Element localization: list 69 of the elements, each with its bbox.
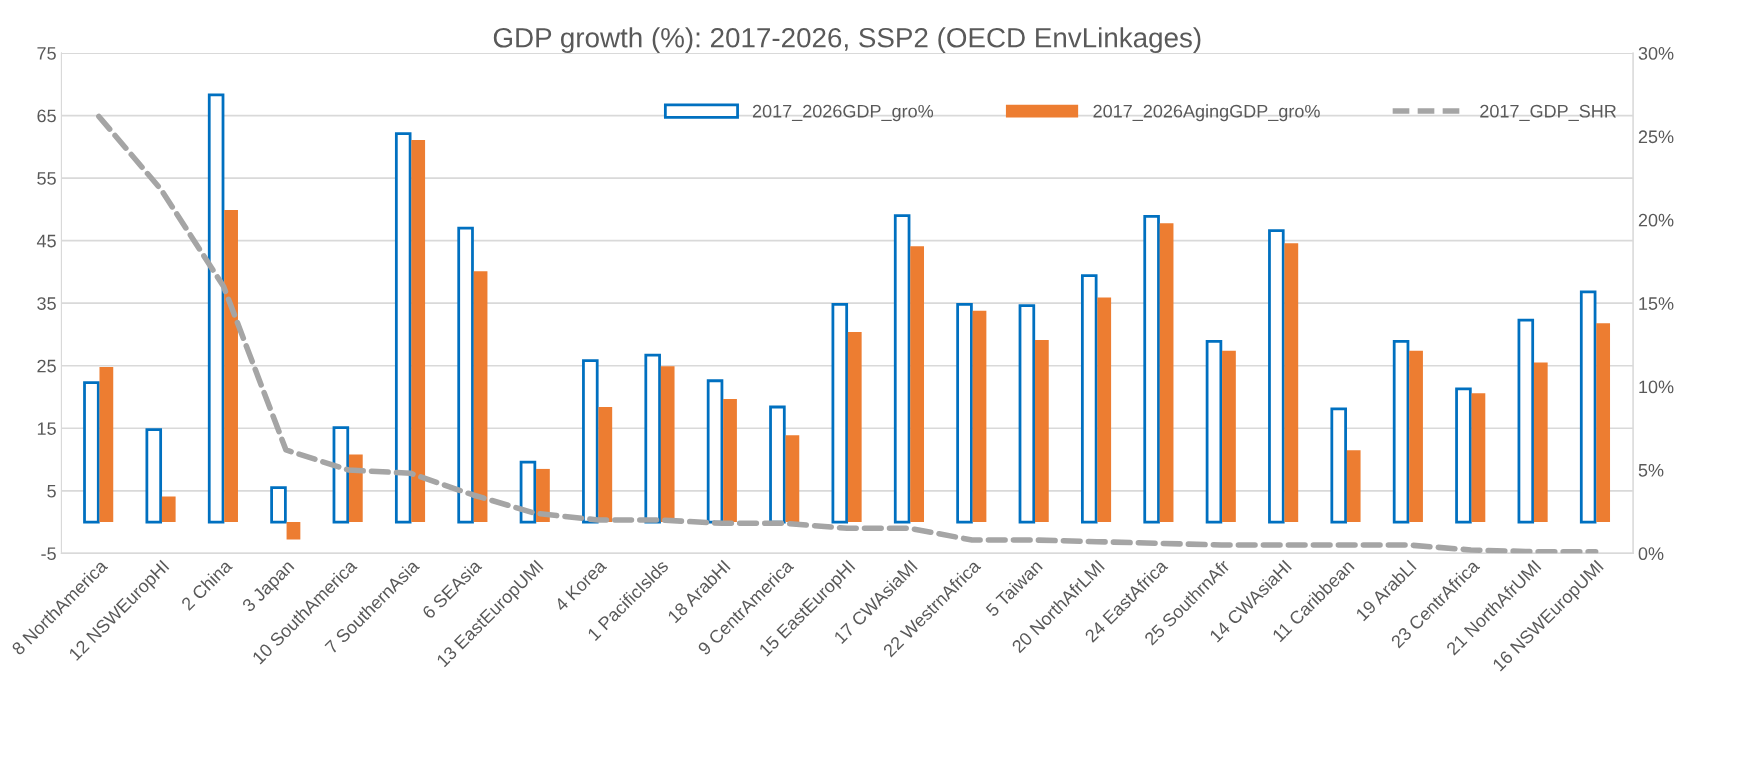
bar <box>1533 362 1548 523</box>
bar <box>1268 229 1285 524</box>
bar <box>1392 339 1410 524</box>
bar <box>286 522 301 540</box>
bar <box>956 303 973 524</box>
bar <box>1018 304 1036 524</box>
bar <box>1205 339 1223 524</box>
bar <box>1097 297 1112 523</box>
y-tick-label: 55 <box>37 172 56 185</box>
y2-tick-label: 25% <box>1638 130 1674 144</box>
bar <box>1284 243 1299 523</box>
bar <box>1330 407 1347 524</box>
y-tick-label: 65 <box>37 109 56 123</box>
bar <box>598 407 613 523</box>
y2-tick-label: 5% <box>1638 463 1664 477</box>
y-tick-label: 75 <box>37 47 56 60</box>
bar <box>1034 340 1049 523</box>
chart-title: GDP growth (%): 2017-2026, SSP2 (OECD EnvLinkages) <box>493 27 1201 54</box>
bar <box>270 486 287 524</box>
bar <box>536 468 550 523</box>
bar <box>831 303 849 524</box>
bar <box>224 210 238 523</box>
bar <box>660 366 675 523</box>
bar <box>910 246 925 523</box>
bar <box>161 496 176 523</box>
bar <box>473 271 488 523</box>
y-tick-label: 45 <box>36 234 56 248</box>
bar <box>411 139 426 523</box>
y2-tick-label: 0% <box>1638 547 1664 561</box>
bar <box>1409 350 1423 523</box>
bar <box>1159 223 1174 523</box>
bar <box>145 428 163 524</box>
bar <box>99 366 114 523</box>
bar <box>207 93 225 524</box>
y2-tick-label: 10% <box>1639 380 1674 394</box>
bar <box>394 132 412 524</box>
bar <box>1346 450 1361 523</box>
y2-tick-label: 15% <box>1639 297 1674 310</box>
bar <box>769 405 786 524</box>
bar <box>457 226 474 524</box>
bar <box>1222 350 1236 523</box>
bar <box>785 435 800 523</box>
bar <box>644 353 661 524</box>
bar <box>847 331 862 523</box>
bar <box>1517 318 1535 524</box>
legend-label: 2017_2026GDP_gro% <box>752 104 934 122</box>
y-tick-label: -5 <box>41 547 56 561</box>
bar <box>332 426 350 524</box>
y-tick-label: 15 <box>37 422 56 435</box>
bar <box>706 379 724 524</box>
legend-label: 2017_GDP_SHR <box>1480 104 1616 121</box>
bar <box>972 310 987 523</box>
bar <box>348 454 363 523</box>
bar <box>1080 274 1098 524</box>
bar <box>1143 214 1160 524</box>
y-tick-label: 25 <box>37 359 56 373</box>
bar <box>1455 387 1472 524</box>
bar <box>83 381 100 524</box>
bar <box>1471 393 1486 523</box>
bar <box>1579 290 1597 524</box>
y-tick-label: 35 <box>37 297 56 310</box>
y-tick-label: 5 <box>47 484 56 498</box>
legend-label: 2017_2026AgingGDP_gro% <box>1093 104 1320 122</box>
y2-tick-label: 20% <box>1638 213 1674 227</box>
bar <box>893 214 911 524</box>
bar <box>1596 323 1611 523</box>
bar <box>582 359 599 524</box>
bar <box>723 398 737 523</box>
y2-tick-label: 30% <box>1638 46 1674 60</box>
